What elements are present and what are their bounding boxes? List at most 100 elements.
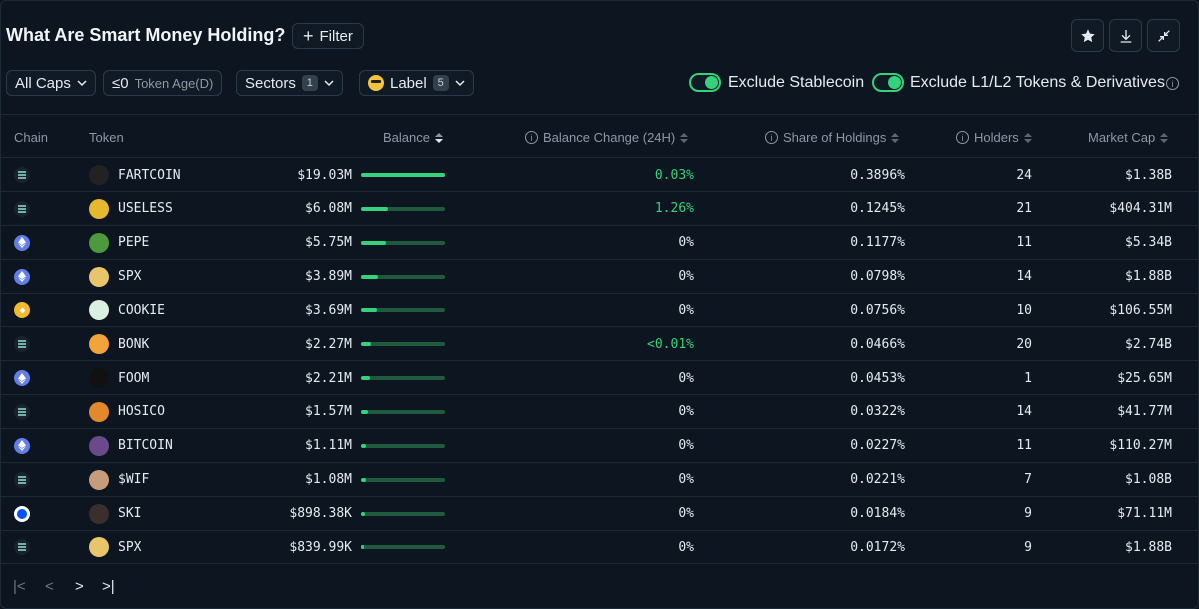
filter-button-label: Filter [319, 27, 353, 45]
balance-bar [361, 376, 445, 381]
share-value: 0.0227% [850, 438, 905, 454]
chain-base-icon [14, 505, 30, 522]
col-balance[interactable]: Balance [383, 130, 443, 145]
chain-ethereum-icon [14, 370, 30, 387]
token-name[interactable]: $WIF [118, 472, 150, 488]
market-cap-value: $2.74B [1125, 336, 1172, 352]
sort-icon [1160, 132, 1169, 143]
token-name[interactable]: FARTCOIN [118, 167, 181, 183]
balance-change-value: 0% [678, 370, 694, 386]
exclude-stablecoin-toggle[interactable] [689, 73, 721, 92]
table-row[interactable]: FARTCOIN $19.03M 0.03% 0.3896% 24 $1.38B [0, 158, 1199, 192]
token-name[interactable]: COOKIE [118, 302, 165, 318]
col-chain: Chain [14, 130, 48, 145]
chain-solana-icon [14, 200, 30, 217]
token-name[interactable]: SKI [118, 506, 142, 521]
token-icon [89, 334, 109, 355]
market-cap-value: $404.31M [1109, 201, 1172, 217]
balance-bar-fill [361, 342, 372, 347]
token-name[interactable]: BITCOIN [118, 438, 173, 454]
holders-value: 24 [1016, 167, 1032, 183]
balance-change-value: 1.26% [654, 201, 694, 217]
info-icon[interactable]: i [765, 131, 778, 144]
share-value: 0.0453% [850, 370, 905, 386]
table-row[interactable]: USELESS $6.08M 1.26% 0.1245% 21 $404.31M [0, 192, 1199, 226]
last-page-icon[interactable]: >| [102, 578, 115, 595]
col-holders[interactable]: i Holders [956, 130, 1032, 145]
market-cap-value: $1.88B [1125, 269, 1172, 285]
collapse-button[interactable] [1147, 19, 1180, 52]
balance-bar-fill [361, 409, 368, 414]
exclude-l1l2-label: Exclude L1/L2 Tokens & Derivatives [910, 74, 1165, 91]
token-name[interactable]: PEPE [118, 235, 150, 251]
info-icon[interactable]: i [525, 131, 538, 144]
first-page-icon[interactable]: |< [13, 578, 26, 595]
balance-bar [361, 274, 445, 279]
filter-button[interactable]: + Filter [292, 23, 364, 49]
share-value: 0.0172% [850, 539, 905, 555]
table-row[interactable]: HOSICO $1.57M 0% 0.0322% 14 $41.77M [0, 395, 1199, 429]
token-age-label: Token Age(D) [134, 75, 214, 91]
token-name[interactable]: FOOM [118, 370, 150, 386]
label-label: Label [390, 74, 427, 92]
info-icon[interactable]: i [1166, 77, 1179, 90]
balance-change-value: 0% [678, 438, 694, 454]
balance-value: $5.75M [305, 235, 352, 251]
caps-dropdown[interactable]: All Caps [6, 70, 96, 96]
market-cap-value: $1.38B [1125, 167, 1172, 183]
token-name[interactable]: USELESS [118, 201, 173, 217]
col-balance-change[interactable]: i Balance Change (24H) [525, 130, 689, 145]
balance-value: $839.99K [289, 539, 352, 555]
table-row[interactable]: FOOM $2.21M 0% 0.0453% 1 $25.65M [0, 361, 1199, 396]
balance-bar [361, 477, 445, 482]
collapse-icon [1157, 29, 1170, 42]
balance-change-value: 0% [678, 235, 694, 251]
token-name[interactable]: SPX [118, 269, 142, 285]
token-age-filter[interactable]: ≤0 Token Age(D) [103, 70, 223, 96]
share-value: 0.0756% [850, 302, 905, 318]
table-row[interactable]: COOKIE $3.69M 0% 0.0756% 10 $106.55M [0, 293, 1199, 328]
chevron-down-icon [77, 80, 87, 87]
balance-bar [361, 511, 445, 516]
market-cap-value: $41.77M [1117, 404, 1172, 420]
exclude-l1l2-toggle[interactable] [872, 73, 904, 92]
market-cap-value: $106.55M [1109, 302, 1172, 318]
balance-value: $6.08M [305, 201, 352, 217]
token-name[interactable]: BONK [118, 336, 150, 352]
balance-bar [361, 173, 445, 177]
balance-change-value: 0% [678, 404, 694, 420]
table-row[interactable]: BONK $2.27M <0.01% 0.0466% 20 $2.74B [0, 327, 1199, 362]
table-row[interactable]: BITCOIN $1.11M 0% 0.0227% 11 $110.27M [0, 429, 1199, 463]
table-row[interactable]: PEPE $5.75M 0% 0.1177% 11 $5.34B [0, 226, 1199, 260]
info-icon[interactable]: i [956, 131, 969, 144]
balance-bar [361, 342, 445, 347]
chain-solana-icon [14, 336, 30, 353]
table-row[interactable]: SPX $839.99K 0% 0.0172% 9 $1.88B [0, 530, 1199, 565]
token-icon [89, 300, 109, 321]
col-share[interactable]: i Share of Holdings [765, 130, 900, 145]
sectors-dropdown[interactable]: Sectors 1 [236, 70, 343, 96]
chain-bnb-icon [14, 302, 30, 319]
balance-value: $2.21M [305, 370, 352, 386]
table-row[interactable]: SKI $898.38K 0% 0.0184% 9 $71.11M [0, 497, 1199, 531]
share-value: 0.0184% [850, 506, 905, 521]
next-page-icon[interactable]: > [75, 578, 84, 595]
prev-page-icon[interactable]: < [45, 578, 54, 595]
sort-desc-icon [434, 132, 443, 143]
col-market-cap[interactable]: Market Cap [1088, 130, 1169, 145]
token-name[interactable]: HOSICO [118, 404, 165, 420]
sort-icon [891, 132, 900, 143]
chain-ethereum-icon [14, 437, 30, 454]
favorite-button[interactable] [1071, 19, 1104, 52]
download-button[interactable] [1109, 19, 1142, 52]
table-row[interactable]: $WIF $1.08M 0% 0.0221% 7 $1.08B [0, 463, 1199, 497]
label-dropdown[interactable]: Label 5 [359, 70, 474, 96]
table-row[interactable]: SPX $3.89M 0% 0.0798% 14 $1.88B [0, 260, 1199, 294]
holders-value: 9 [1024, 506, 1032, 521]
token-name[interactable]: SPX [118, 539, 142, 555]
balance-bar [361, 240, 445, 245]
balance-bar [361, 206, 445, 211]
balance-bar [361, 545, 445, 550]
chevron-down-icon [455, 80, 465, 87]
col-balance-label: Balance [383, 130, 430, 145]
